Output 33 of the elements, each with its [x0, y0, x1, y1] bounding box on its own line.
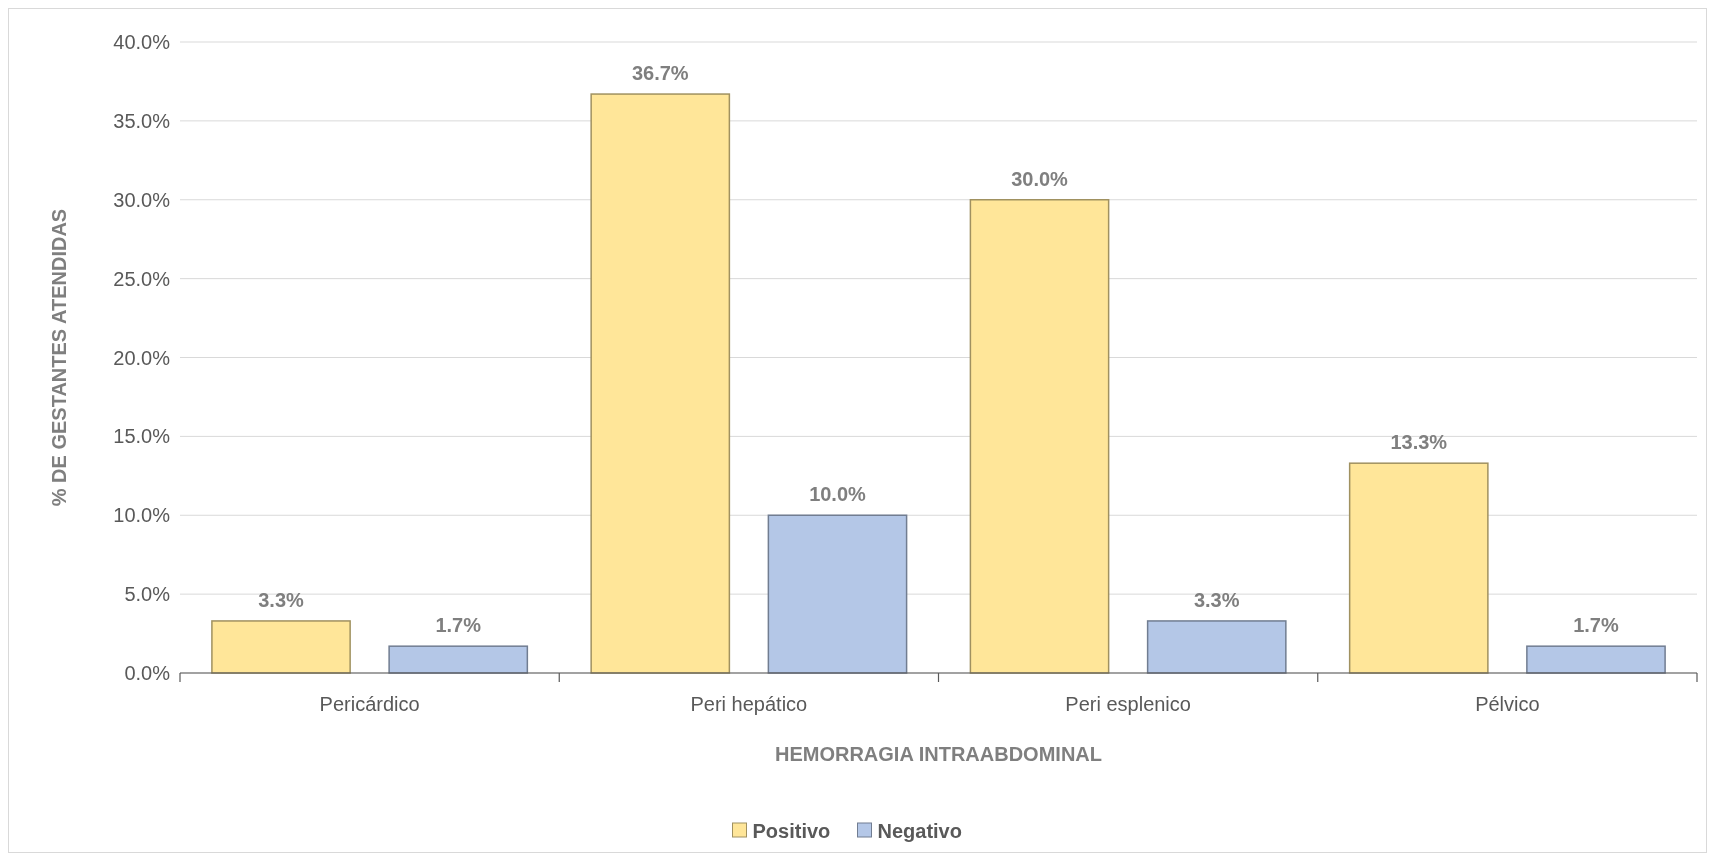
bar [969, 199, 1110, 674]
y-tick-label: 40.0% [113, 31, 171, 53]
y-tick-label: 15.0% [113, 425, 171, 448]
data-label: 10.0% [809, 483, 867, 506]
y-tick-label: 30.0% [113, 188, 171, 211]
data-label: 3.3% [1193, 588, 1240, 611]
legend-label: Negativo [877, 820, 962, 842]
x-tick-label: Peri hepático [690, 693, 808, 715]
y-tick-label: 20.0% [113, 346, 171, 369]
legend-label: Positivo [752, 820, 831, 842]
y-tick-label: 0.0% [124, 662, 171, 684]
bar [1146, 620, 1287, 674]
bar [767, 514, 908, 674]
bar [211, 620, 351, 674]
bar [388, 645, 529, 674]
x-tick-label: Pélvico [1475, 693, 1540, 715]
y-tick-label: 10.0% [113, 504, 171, 527]
data-label: 1.7% [1573, 614, 1619, 637]
bar [1348, 462, 1489, 674]
y-tick-label: 5.0% [124, 583, 171, 606]
x-tick-label: Pericárdico [319, 693, 420, 715]
data-label: 13.3% [1390, 431, 1448, 454]
bar [590, 93, 731, 674]
data-label: 1.7% [435, 614, 482, 637]
data-label: 3.3% [258, 588, 305, 611]
data-label: 30.0% [1011, 167, 1069, 190]
y-tick-label: 35.0% [113, 109, 171, 132]
data-label: 36.7% [631, 62, 689, 85]
y-axis-title: % DE GESTANTES ATENDIDAS [48, 208, 70, 507]
x-axis-title: HEMORRAGIA INTRAABDOMINAL [774, 743, 1103, 765]
bar [1526, 645, 1666, 674]
y-tick-label: 25.0% [113, 267, 171, 290]
x-tick-label: Peri esplenico [1065, 693, 1191, 715]
